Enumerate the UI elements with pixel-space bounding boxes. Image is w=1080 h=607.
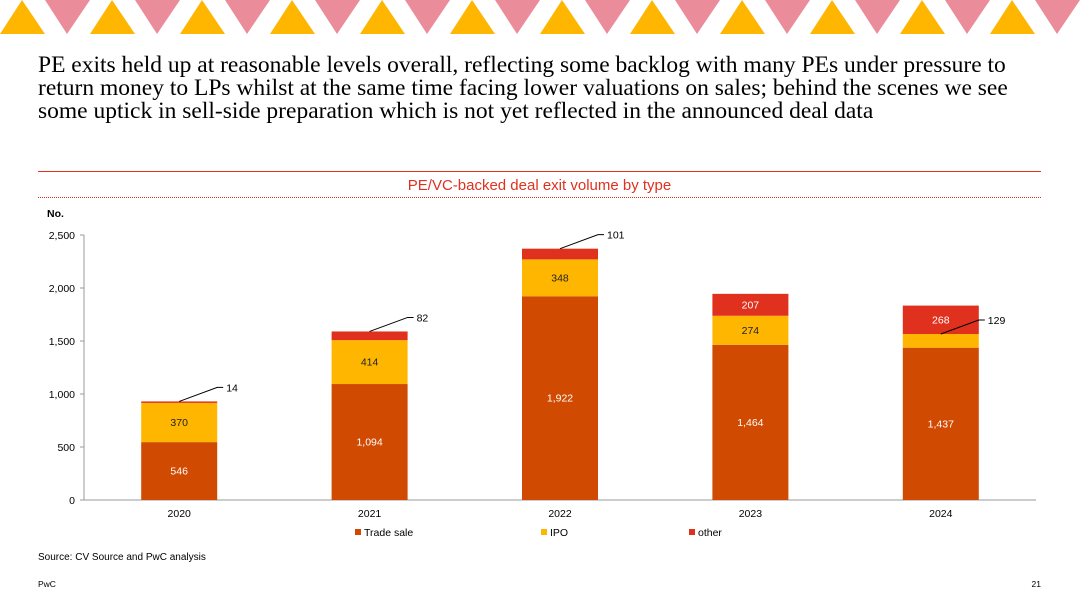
y-tick-label: 1,000 xyxy=(49,389,75,401)
y-tick-label: 0 xyxy=(69,495,75,507)
banner-triangle xyxy=(225,0,270,34)
bar-segment-other xyxy=(712,293,789,316)
banner-triangle xyxy=(270,0,315,34)
data-label: 348 xyxy=(551,272,569,284)
banner-triangle xyxy=(900,0,945,34)
banner-triangle xyxy=(180,0,225,34)
data-label: 82 xyxy=(417,312,429,324)
data-label: 1,464 xyxy=(737,417,763,429)
x-tick-label: 2020 xyxy=(168,508,192,520)
data-label: 1,922 xyxy=(547,393,573,405)
data-label: 1,437 xyxy=(928,418,954,430)
banner-triangle xyxy=(630,0,675,34)
banner-triangle xyxy=(540,0,585,34)
data-label-leader xyxy=(940,319,985,335)
bar-segment-trade-sale xyxy=(331,384,408,500)
bar-segment-other xyxy=(331,331,408,341)
footer-brand: PwC xyxy=(38,579,56,589)
y-tick-label: 2,000 xyxy=(49,283,75,295)
data-label: 129 xyxy=(988,315,1006,327)
data-label: 1,094 xyxy=(356,437,382,449)
banner-triangle xyxy=(855,0,900,34)
y-tick-label: 2,500 xyxy=(49,230,75,242)
banner-triangle xyxy=(990,0,1035,34)
banner-triangle xyxy=(1035,0,1080,34)
banner-triangle xyxy=(720,0,765,34)
bar-segment-trade-sale xyxy=(522,296,598,500)
banner-triangle xyxy=(0,0,45,34)
bar-segment-trade-sale xyxy=(141,442,218,500)
bar-segment-ipo xyxy=(141,402,218,443)
legend-swatch xyxy=(355,529,361,535)
title-rule-bottom xyxy=(38,197,1041,198)
banner-triangle xyxy=(450,0,495,34)
banner-triangle xyxy=(405,0,450,34)
banner-triangle xyxy=(585,0,630,34)
bar-segment-ipo xyxy=(331,340,408,385)
bar-segment-trade-sale xyxy=(712,344,789,500)
bar-segment-ipo xyxy=(902,334,979,348)
bar-segment-ipo xyxy=(712,315,789,345)
data-label: 14 xyxy=(226,382,238,394)
y-tick-label: 500 xyxy=(57,442,75,454)
legend-label: Trade sale xyxy=(364,527,413,539)
y-axis-label: No. xyxy=(47,208,64,220)
banner-triangle xyxy=(90,0,135,34)
bar-segment-trade-sale xyxy=(902,347,979,500)
data-label-leader xyxy=(369,316,414,332)
data-label: 546 xyxy=(170,466,188,478)
legend-swatch xyxy=(689,529,695,535)
source-note: Source: CV Source and PwC analysis xyxy=(38,552,206,563)
bar-segment-other xyxy=(141,401,218,403)
x-tick-label: 2024 xyxy=(929,508,953,520)
data-label-leader xyxy=(559,234,604,250)
legend-label: other xyxy=(698,527,722,539)
chart-title: PE/VC-backed deal exit volume by type xyxy=(407,177,672,194)
bar-segment-ipo xyxy=(522,259,598,297)
title-rule-top xyxy=(38,171,1041,172)
banner-triangle xyxy=(315,0,360,34)
banner-triangle xyxy=(45,0,90,34)
banner-triangle xyxy=(945,0,990,34)
data-label: 414 xyxy=(361,357,379,369)
data-label: 370 xyxy=(170,417,188,429)
page-number: 21 xyxy=(1031,579,1041,589)
banner-triangle xyxy=(360,0,405,34)
decorative-triangle-banner xyxy=(0,0,1080,34)
legend-label: IPO xyxy=(550,527,568,539)
data-label: 101 xyxy=(607,230,625,242)
stacked-bar-chart: No. 0 500 1,000 1,500 2,000 2,500 546 370 14 2020 1… xyxy=(47,208,1036,539)
legend-swatch xyxy=(541,529,547,535)
data-label: 207 xyxy=(742,299,760,311)
bar-segment-other xyxy=(522,248,598,260)
data-label: 268 xyxy=(932,314,950,326)
x-tick-label: 2022 xyxy=(548,508,572,520)
x-tick-label: 2021 xyxy=(358,508,382,520)
bar-segment-other xyxy=(902,305,979,335)
banner-triangle xyxy=(495,0,540,34)
y-tick-label: 1,500 xyxy=(49,336,75,348)
banner-triangle xyxy=(810,0,855,34)
data-label-leader xyxy=(179,386,224,402)
page-headline: PE exits held up at reasonable levels ov… xyxy=(38,52,1008,124)
data-label: 274 xyxy=(742,325,760,337)
banner-triangle xyxy=(765,0,810,34)
banner-triangle xyxy=(135,0,180,34)
banner-triangle xyxy=(675,0,720,34)
x-tick-label: 2023 xyxy=(739,508,763,520)
